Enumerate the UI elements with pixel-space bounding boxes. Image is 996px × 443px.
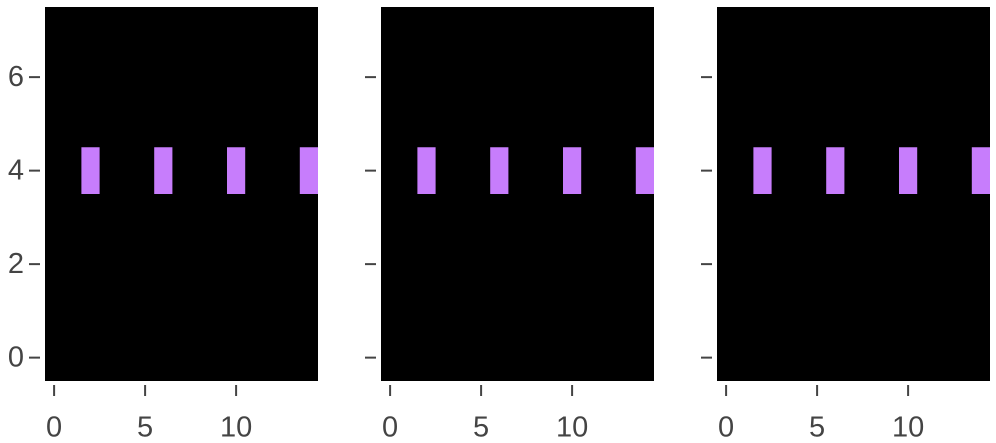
x-tick-label: 5 <box>473 412 489 443</box>
pixel <box>899 147 918 194</box>
pixel <box>154 147 173 194</box>
x-tick-label: 5 <box>137 412 153 443</box>
pixel <box>417 147 436 194</box>
pixel <box>971 147 990 194</box>
x-tick-label: 10 <box>220 412 252 443</box>
x-tick-label: 0 <box>718 412 734 443</box>
x-tick-label: 0 <box>46 412 62 443</box>
pixel <box>227 147 246 194</box>
pixel <box>563 147 582 194</box>
y-tick-label: 0 <box>8 341 24 373</box>
x-tick-label: 5 <box>809 412 825 443</box>
pixel <box>635 147 654 194</box>
pixel <box>299 147 318 194</box>
pixel <box>753 147 772 194</box>
y-tick-label: 4 <box>8 154 24 186</box>
x-tick-label: 10 <box>556 412 588 443</box>
x-tick-label: 0 <box>382 412 398 443</box>
pixel <box>826 147 845 194</box>
x-tick-label: 10 <box>892 412 924 443</box>
pixel <box>81 147 100 194</box>
pixel <box>490 147 509 194</box>
y-tick-label: 2 <box>8 248 24 280</box>
y-tick-label: 6 <box>8 61 24 93</box>
